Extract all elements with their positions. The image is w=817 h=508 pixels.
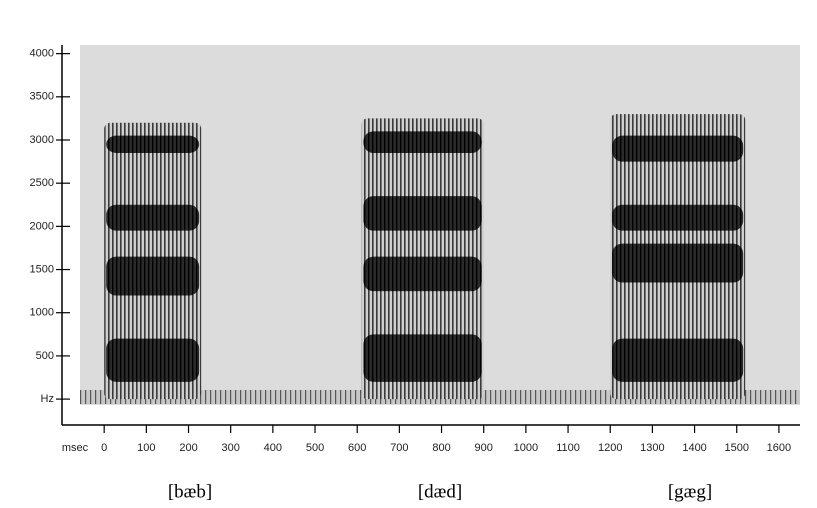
y-tick-label: 4000 [30,48,54,60]
x-tick-label: 1400 [682,442,706,454]
x-tick-label: 300 [222,442,240,454]
formant-band [363,196,482,231]
x-tick-label: 400 [264,442,282,454]
y-tick-label: 2500 [30,177,54,189]
syllable-label: [gæg] [668,481,712,502]
x-tick-label: 700 [390,442,408,454]
x-tick-label: 500 [306,442,324,454]
x-tick-label: 200 [179,442,197,454]
formant-band [106,204,200,231]
marks [104,114,746,400]
x-tick-label: 900 [475,442,493,454]
formant-band [106,338,200,382]
x-tick-label: 1600 [767,442,791,454]
y-tick-label: 3500 [30,91,54,103]
x-tick-label: 1300 [640,442,664,454]
formant-band [612,135,744,162]
syllable-label: [bæb] [168,481,212,502]
y-tick-label: 1500 [30,263,54,275]
x-tick-label: 1500 [725,442,749,454]
syllable-label: [dæd] [418,481,462,502]
x-tick-label: 1000 [514,442,538,454]
formant-band [612,204,744,231]
x-tick-label: 600 [348,442,366,454]
formant-band [106,135,200,153]
y-tick-label: 1000 [30,307,54,319]
x-tick-label: 1100 [556,442,580,454]
formant-band [106,256,200,296]
y-tick-label: 500 [36,350,54,362]
formant-band [363,334,482,382]
formant-band [363,256,482,292]
formant-band [363,131,482,153]
y-tick-label: 3000 [30,134,54,146]
y-tick-label: 2000 [30,220,54,232]
x-tick-label: 0 [101,442,107,454]
formant-band [612,338,744,382]
x-tick-label: 800 [432,442,450,454]
y-tick-label: Hz [41,393,54,405]
x-axis-label: msec [62,442,89,454]
x-tick-label: 1200 [598,442,622,454]
x-tick-label: 100 [137,442,155,454]
formant-band [612,243,744,283]
